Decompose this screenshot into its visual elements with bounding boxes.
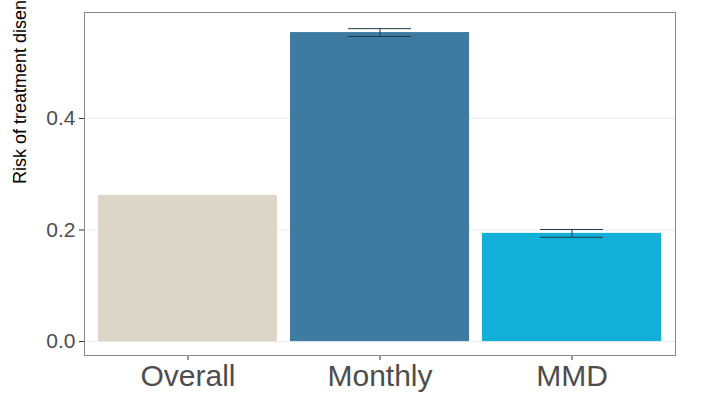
- svg-text:Monthly: Monthly: [327, 359, 432, 392]
- svg-text:Overall: Overall: [140, 359, 235, 392]
- svg-text:0.2: 0.2: [46, 218, 75, 241]
- svg-text:MMD: MMD: [536, 359, 608, 392]
- svg-text:0.0: 0.0: [46, 329, 75, 352]
- svg-text:Risk of treatment disengagemen: Risk of treatment disengagement: [10, 0, 30, 184]
- svg-text:0.4: 0.4: [46, 106, 76, 129]
